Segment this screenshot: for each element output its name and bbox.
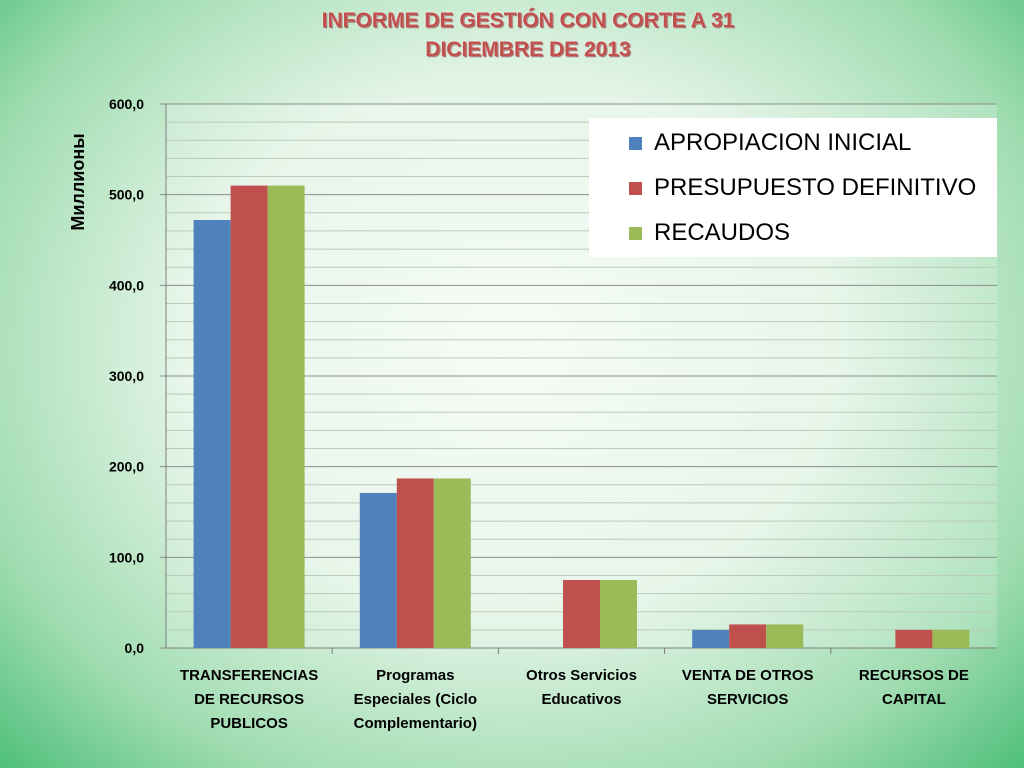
- x-category-label: Complementario): [354, 715, 477, 732]
- bar-presupuesto: [230, 185, 268, 648]
- legend-item-recaudos: RECAUDOS: [629, 218, 790, 248]
- bar-apropiacion: [692, 629, 730, 648]
- y-tick-label: 0,0: [125, 640, 145, 656]
- bar-recaudos: [600, 580, 637, 648]
- legend-item-presupuesto: PRESUPUESTO DEFINITIVO: [629, 173, 976, 203]
- legend-item-apropiacion: APROPIACION INICIAL: [629, 128, 911, 158]
- y-axis-label: Миллионы: [68, 133, 88, 230]
- x-category-label: Educativos: [541, 691, 621, 708]
- bar-apropiacion: [359, 492, 397, 648]
- bar-recaudos: [766, 624, 804, 648]
- bar-apropiacion: [193, 220, 231, 648]
- y-tick-label: 600,0: [109, 96, 144, 112]
- legend-swatch-presupuesto: [629, 181, 642, 195]
- x-category-label: Programas: [376, 667, 454, 684]
- x-category-label: Otros Servicios: [526, 667, 637, 684]
- bar-recaudos: [267, 185, 305, 648]
- x-category-label: Especiales (Ciclo: [354, 691, 477, 708]
- chart-title-line-2: DICIEMBRE DE 2013: [425, 38, 631, 61]
- y-tick-label: 500,0: [109, 187, 144, 203]
- x-category-label: DE RECURSOS: [194, 691, 304, 708]
- x-category-label: CAPITAL: [882, 691, 946, 708]
- x-category-label: TRANSFERENCIAS: [180, 667, 318, 684]
- x-category-label: PUBLICOS: [210, 715, 288, 732]
- bar-recaudos: [932, 629, 970, 648]
- bar-presupuesto: [396, 478, 434, 648]
- y-tick-label: 300,0: [109, 368, 144, 384]
- x-category-label: VENTA DE OTROS: [682, 667, 814, 684]
- legend-label-recaudos: RECAUDOS: [654, 219, 791, 246]
- legend: APROPIACION INICIAL PRESUPUESTO DEFINITI…: [589, 118, 997, 257]
- y-tick-label: 100,0: [109, 549, 144, 565]
- legend-label-presupuesto: PRESUPUESTO DEFINITIVO: [654, 174, 977, 201]
- x-category-label: SERVICIOS: [707, 691, 788, 708]
- legend-label-apropiacion: APROPIACION INICIAL: [654, 129, 912, 156]
- legend-swatch-apropiacion: [629, 136, 642, 150]
- bar-recaudos: [433, 478, 471, 648]
- legend-swatch-recaudos: [629, 226, 642, 240]
- chart-title: INFORME DE GESTIÓN CON CORTE A 31 DICIEM…: [0, 6, 1024, 64]
- bar-presupuesto: [729, 624, 767, 648]
- bar-presupuesto: [895, 629, 933, 648]
- chart-title-line-1: INFORME DE GESTIÓN CON CORTE A 31: [321, 9, 735, 32]
- y-tick-label: 200,0: [109, 459, 144, 475]
- y-tick-label: 400,0: [109, 277, 144, 293]
- x-category-label: RECURSOS DE: [859, 667, 969, 684]
- bar-presupuesto: [563, 580, 600, 648]
